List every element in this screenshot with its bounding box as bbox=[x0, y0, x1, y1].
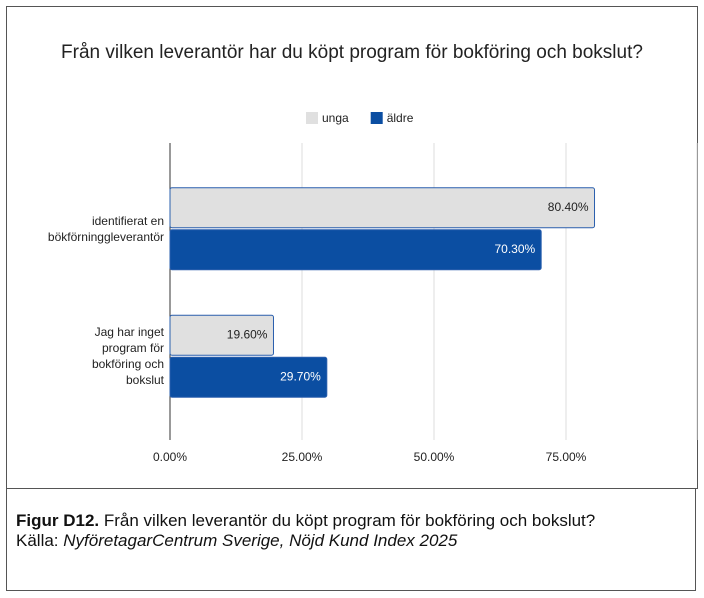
y-tick-label: identifierat en bökförninggleverantör bbox=[47, 213, 164, 244]
chart-title: Från vilken leverantör har du köpt progr… bbox=[61, 42, 643, 63]
x-tick-label: 0.00% bbox=[153, 450, 187, 464]
source: NyföretagarCentrum Sverige, Nöjd Kund In… bbox=[63, 531, 458, 550]
caption-label: Figur D12. bbox=[16, 511, 100, 530]
value-label: 70.30% bbox=[494, 242, 535, 256]
x-tick-label: 50.00% bbox=[414, 450, 455, 464]
legend-swatch bbox=[306, 112, 318, 124]
bar bbox=[169, 356, 328, 398]
x-tick-label: 75.00% bbox=[546, 450, 587, 464]
x-tick-label: 25.00% bbox=[282, 450, 323, 464]
value-label: 19.60% bbox=[227, 327, 268, 341]
legend-swatch bbox=[370, 112, 383, 124]
caption: Figur D12. Från vilken leverantör du köp… bbox=[6, 489, 696, 591]
chart: 0.00% 25.00% 50.00% 75.00% unga äldre 80.40% 70… bbox=[6, 6, 698, 489]
caption-text: Från vilken leverantör du köpt program f… bbox=[103, 511, 596, 530]
legend-label: unga bbox=[322, 111, 349, 125]
value-label: 80.40% bbox=[548, 200, 589, 214]
value-label: 29.70% bbox=[280, 369, 321, 383]
legend-label: äldre bbox=[387, 111, 414, 125]
bar bbox=[169, 187, 596, 229]
bar bbox=[169, 314, 274, 356]
y-tick-label: Jag har inget program för bokföring och … bbox=[91, 325, 164, 388]
bar bbox=[169, 229, 542, 271]
source-label: Källa: bbox=[16, 531, 59, 550]
